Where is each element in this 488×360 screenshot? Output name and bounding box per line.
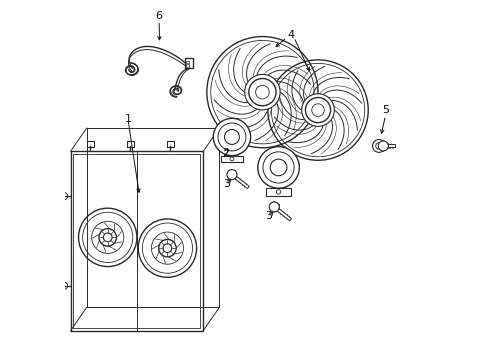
Bar [265,188,290,195]
Circle shape [213,118,250,156]
Circle shape [375,143,382,149]
Bar [186,60,188,63]
Ellipse shape [280,147,288,188]
Text: 3: 3 [265,211,272,221]
Text: 4: 4 [287,30,294,40]
Circle shape [229,157,233,161]
Bar [87,141,94,147]
Polygon shape [231,174,249,189]
Text: 1: 1 [124,114,131,124]
Circle shape [226,170,237,180]
Text: 6: 6 [155,11,163,21]
Circle shape [378,141,387,151]
Polygon shape [383,144,394,147]
Circle shape [248,78,276,106]
Circle shape [257,147,299,188]
Circle shape [276,190,280,194]
Bar [126,141,134,147]
Bar [166,141,173,147]
Circle shape [244,75,280,110]
Text: 3: 3 [223,179,229,189]
Circle shape [301,94,334,126]
Ellipse shape [233,118,240,156]
Circle shape [305,98,330,123]
Circle shape [269,202,279,212]
Bar [220,156,243,162]
Bar [186,64,188,67]
Polygon shape [273,206,291,221]
Circle shape [372,139,385,152]
Bar [185,58,193,68]
Text: 5: 5 [382,105,389,115]
Text: 2: 2 [222,148,229,158]
